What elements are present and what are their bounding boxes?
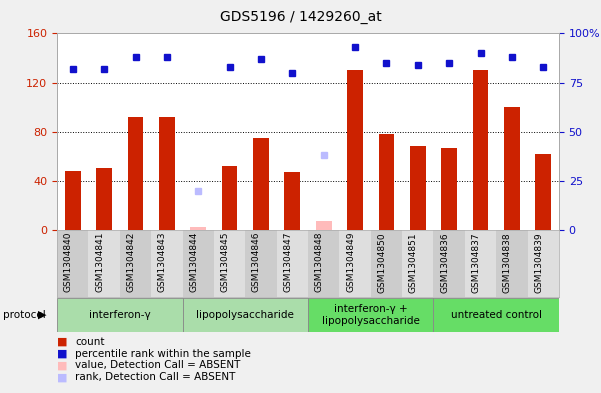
Text: GSM1304841: GSM1304841 (95, 232, 104, 292)
Text: GSM1304842: GSM1304842 (126, 232, 135, 292)
Text: value, Detection Call = ABSENT: value, Detection Call = ABSENT (75, 360, 240, 371)
Text: GSM1304844: GSM1304844 (189, 232, 198, 292)
Text: GSM1304837: GSM1304837 (472, 232, 481, 292)
Bar (120, 230, 151, 297)
Text: GSM1304839: GSM1304839 (534, 232, 543, 292)
Text: GSM1304851: GSM1304851 (409, 232, 418, 292)
Bar (347, 70, 363, 230)
Text: lipopolysaccharide: lipopolysaccharide (197, 310, 294, 320)
Text: interferon-γ +
lipopolysaccharide: interferon-γ + lipopolysaccharide (322, 304, 419, 325)
Text: ■: ■ (57, 349, 67, 359)
Bar (433, 230, 465, 297)
Bar (308, 298, 433, 332)
Bar (214, 230, 245, 297)
Bar (465, 230, 496, 297)
Text: rank, Detection Call = ABSENT: rank, Detection Call = ABSENT (75, 372, 236, 382)
Bar (127, 117, 144, 230)
Bar (496, 230, 528, 297)
Bar (276, 230, 308, 297)
Bar (410, 146, 426, 230)
Bar (57, 230, 88, 297)
Bar (159, 117, 175, 230)
Bar (308, 230, 340, 297)
Bar (191, 228, 206, 230)
Text: interferon-γ: interferon-γ (89, 310, 151, 320)
Text: GSM1304843: GSM1304843 (158, 232, 167, 292)
Bar (183, 298, 308, 332)
Text: GSM1304847: GSM1304847 (283, 232, 292, 292)
Text: ■: ■ (57, 337, 67, 347)
Bar (245, 230, 276, 297)
Bar (379, 134, 394, 230)
Text: GSM1304846: GSM1304846 (252, 232, 261, 292)
Text: GSM1304840: GSM1304840 (64, 232, 73, 292)
Bar (183, 230, 214, 297)
Bar (316, 221, 332, 230)
Text: GSM1304848: GSM1304848 (315, 232, 324, 292)
Text: GSM1304838: GSM1304838 (503, 232, 512, 292)
Text: GSM1304849: GSM1304849 (346, 232, 355, 292)
Bar (433, 298, 559, 332)
Bar (96, 169, 112, 230)
Text: ▶: ▶ (38, 310, 46, 320)
Bar (528, 230, 559, 297)
Bar (65, 171, 81, 230)
Text: count: count (75, 337, 105, 347)
Bar (253, 138, 269, 230)
Text: GSM1304845: GSM1304845 (221, 232, 230, 292)
Text: ■: ■ (57, 372, 67, 382)
Text: untreated control: untreated control (451, 310, 542, 320)
Text: GDS5196 / 1429260_at: GDS5196 / 1429260_at (219, 10, 382, 24)
Bar (371, 230, 402, 297)
Bar (504, 107, 520, 230)
Bar (441, 148, 457, 230)
Bar (57, 298, 183, 332)
Bar (402, 230, 433, 297)
Bar (222, 166, 237, 230)
Text: GSM1304836: GSM1304836 (440, 232, 449, 292)
Bar (88, 230, 120, 297)
Bar (340, 230, 371, 297)
Text: GSM1304850: GSM1304850 (377, 232, 386, 292)
Text: protocol: protocol (3, 310, 46, 320)
Text: ■: ■ (57, 360, 67, 371)
Text: percentile rank within the sample: percentile rank within the sample (75, 349, 251, 359)
Bar (284, 172, 300, 230)
Bar (151, 230, 183, 297)
Bar (535, 154, 551, 230)
Bar (472, 70, 489, 230)
